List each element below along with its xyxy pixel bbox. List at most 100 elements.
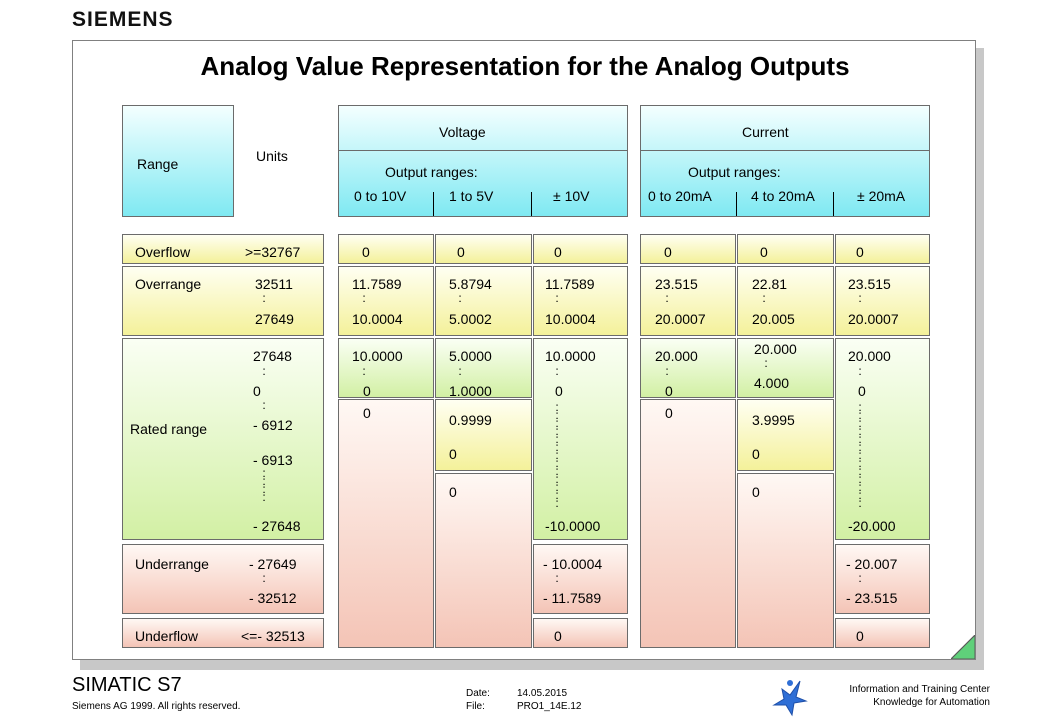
v0-10-overrange-low: 10.0004 <box>352 311 403 327</box>
v0-10-rated-high: 10.0000 <box>352 348 403 364</box>
c20-underflow-value: 0 <box>856 628 864 644</box>
current-header <box>640 105 930 217</box>
c0-20-rated-high: 20.000 <box>655 348 698 364</box>
c0-20-rated-mid: 0 <box>665 383 673 399</box>
row-overrange-label: Overrange <box>135 276 202 292</box>
c20-overrange-low: 20.0007 <box>848 311 899 327</box>
c4-20-underrange-low: 0 <box>752 446 760 462</box>
voltage-label: Voltage <box>439 124 486 140</box>
v10-underrange-high: - 10.0004 <box>543 556 603 572</box>
v1-5-overflow <box>435 234 532 264</box>
v1-5-overrange-high: 5.8794 <box>449 276 492 292</box>
v0-10-rated <box>338 338 434 398</box>
c20-underrange-high: - 20.007 <box>846 556 898 572</box>
c20-underrange-low: - 23.515 <box>846 590 898 606</box>
row-underrange-label: Underrange <box>135 556 209 572</box>
ellipsis: : <box>858 291 862 305</box>
row-overflow <box>122 234 324 264</box>
c4-20-overrange <box>737 266 834 336</box>
v10-overflow <box>533 234 628 264</box>
c20-overflow-value: 0 <box>856 244 864 260</box>
c0-20-rated-low: 0 <box>665 405 673 421</box>
ellipsis: : <box>555 291 559 305</box>
v10-rated <box>533 338 628 540</box>
units-rated-5: - 27648 <box>253 518 301 534</box>
c20-rated-high: 20.000 <box>848 348 891 364</box>
v10-rated-mid: 0 <box>555 383 563 399</box>
siemens-logo: SIEMENS <box>72 8 174 31</box>
row-rated-range <box>122 338 324 540</box>
c0-20-overflow-value: 0 <box>664 244 672 260</box>
c4-20-overflow <box>737 234 834 264</box>
footer-center-line-2: Knowledge for Automation <box>873 697 990 708</box>
v0-10-overrange <box>338 266 434 336</box>
row-overflow-label: Overflow <box>135 244 191 260</box>
current-range-pm20ma: ± 20mA <box>857 188 906 204</box>
current-header-divider <box>640 150 930 151</box>
c4-20-underrange <box>737 399 834 471</box>
page-fold-icon <box>951 635 975 659</box>
c20-underrange <box>835 544 930 614</box>
footer-center-line-1: Information and Training Center <box>849 684 990 695</box>
v1-5-overrange-low: 5.0002 <box>449 311 492 327</box>
footer-file-value: PRO1_14E.12 <box>517 701 582 712</box>
c4-20-underflow-value: 0 <box>752 484 760 500</box>
c4-20-rated-high: 20.000 <box>754 341 797 357</box>
current-label: Current <box>742 124 789 140</box>
v10-underflow <box>533 618 628 648</box>
ellipsis: : <box>764 356 768 370</box>
slide-title: Analog Value Representation for the Anal… <box>200 51 850 81</box>
c4-20-underflow <box>737 473 834 648</box>
units-header-label: Units <box>256 148 288 164</box>
units-rated-2: 0 <box>253 383 261 399</box>
row-underflow-label: Underflow <box>135 628 199 644</box>
units-rated-4: - 6913 <box>253 452 293 468</box>
ellipsis: : <box>762 291 766 305</box>
v1-5-underrange-low: 0 <box>449 446 457 462</box>
c4-20-overrange-high: 22.81 <box>752 276 788 292</box>
ellipsis: : <box>458 291 462 305</box>
units-underflow: <=- 32513 <box>241 628 305 644</box>
row-underrange <box>122 544 324 614</box>
row-overrange <box>122 266 324 336</box>
ellipsis: : <box>665 364 669 378</box>
ellipsis: : <box>362 291 366 305</box>
voltage-header <box>338 105 628 217</box>
v10-overrange <box>533 266 628 336</box>
v1-5-rated-low: 1.0000 <box>449 383 492 399</box>
v10-rated-high: 10.0000 <box>545 348 596 364</box>
units-rated-3: - 6912 <box>253 417 293 433</box>
footer-copyright: Siemens AG 1999. All rights reserved. <box>72 701 241 712</box>
footer-date-value: 14.05.2015 <box>517 688 568 699</box>
voltage-output-ranges-label: Output ranges: <box>385 164 478 180</box>
c0-20-rated <box>640 338 736 398</box>
c20-rated <box>835 338 930 540</box>
current-range-separator <box>833 192 834 216</box>
row-underflow <box>122 618 324 648</box>
v0-10-rated-mid: 0 <box>363 383 371 399</box>
v10-underrange-low: - 11.7589 <box>543 590 602 606</box>
c4-20-rated-low: 4.000 <box>754 375 790 391</box>
v1-5-overflow-value: 0 <box>457 244 465 260</box>
range-units-divider <box>233 105 234 217</box>
c0-20-overrange-high: 23.515 <box>655 276 698 292</box>
current-output-ranges-label: Output ranges: <box>688 164 781 180</box>
c20-overrange-high: 23.515 <box>848 276 891 292</box>
ellipsis: : <box>665 291 669 305</box>
c4-20-overflow-value: 0 <box>760 244 768 260</box>
v1-5-overrange <box>435 266 532 336</box>
ellipsis: ::::::::::::: <box>858 400 862 510</box>
current-range-separator <box>736 192 737 216</box>
ellipsis: : <box>858 571 862 585</box>
c0-20-underrange <box>640 399 736 648</box>
row-rated-label: Rated range <box>130 421 208 437</box>
voltage-range-0-10v: 0 to 10V <box>354 188 407 204</box>
footer-product: SIMATIC S7 <box>72 674 182 696</box>
voltage-header-divider <box>338 150 628 151</box>
footer-date-label: Date: <box>466 688 490 699</box>
v0-10-rated-low: 0 <box>363 405 371 421</box>
v1-5-underflow <box>435 473 532 648</box>
current-range-4-20ma: 4 to 20mA <box>751 188 815 204</box>
range-units-header <box>122 105 234 217</box>
c20-rated-mid: 0 <box>858 383 866 399</box>
